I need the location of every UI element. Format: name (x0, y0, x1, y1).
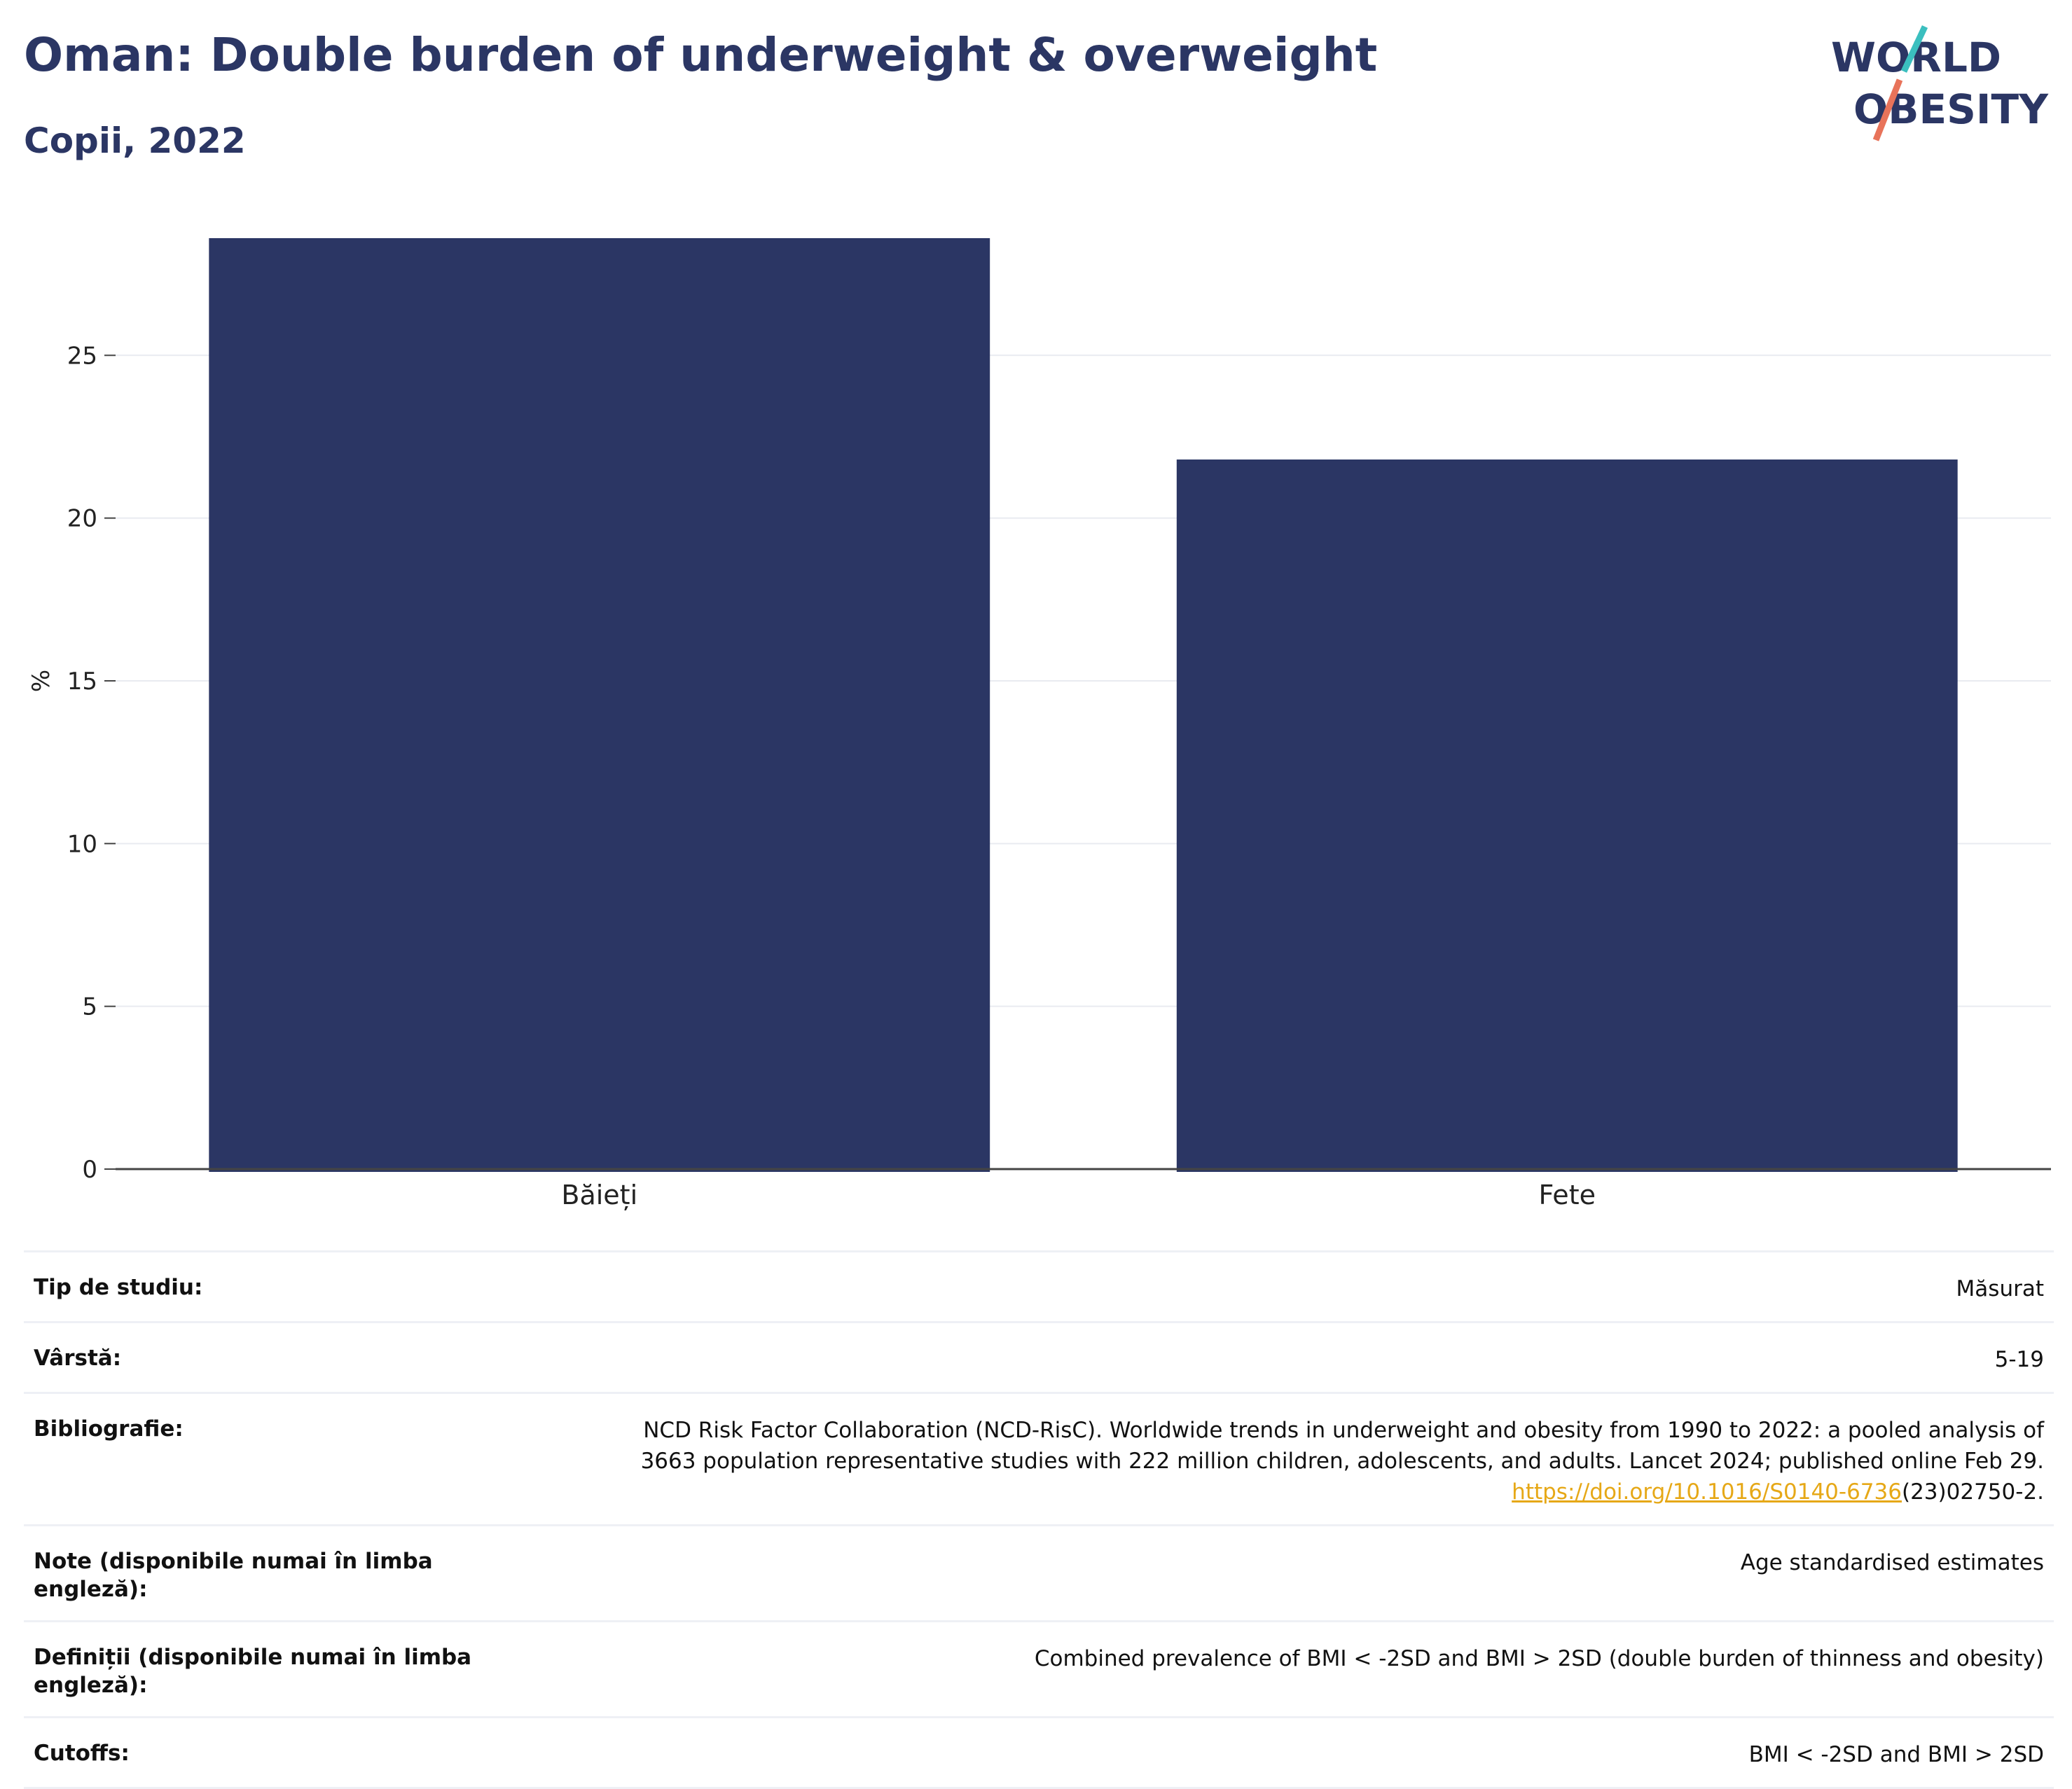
info-row: Bibliografie: NCD Risk Factor Collaborati… (24, 1392, 2054, 1524)
x-tick-label: Băieți (561, 1180, 637, 1210)
y-axis-label: % (27, 670, 55, 692)
info-label: Tip de studiu: (34, 1275, 203, 1300)
info-value-line: NCD Risk Factor Collaboration (NCD-RisC)… (643, 1418, 2044, 1443)
info-row: Vârstă: 5-19 (24, 1321, 2054, 1392)
info-label: Bibliografie: (34, 1416, 184, 1442)
x-tick-labels: Băieți Fete (561, 1180, 1596, 1210)
info-row: Note (disponibile numai în limba engleză… (24, 1524, 2054, 1620)
chart-title: Oman: Double burden of underweight & ove… (24, 28, 1378, 82)
world-obesity-logo: WORLD OBESITY (1831, 25, 2049, 141)
y-tick-label: 0 (82, 1156, 97, 1184)
info-value: Măsurat (1956, 1276, 2044, 1301)
y-tick-label: 10 (67, 830, 97, 858)
bar-chart: 0 5 10 15 20 25 Băieți Fete % (27, 238, 2051, 1210)
doi-suffix: (23)02750-2. (1901, 1479, 2044, 1505)
info-value: 5-19 (1994, 1347, 2044, 1372)
info-row: Definiții (disponibile numai în limba en… (24, 1620, 2054, 1716)
info-value-line: 3663 population representative studies w… (640, 1449, 2044, 1474)
info-value-line: https://doi.org/10.1016/S0140-6736(23)02… (641, 1477, 2044, 1507)
info-value: Combined prevalence of BMI < -2SD and BM… (1034, 1646, 2044, 1671)
bar-1[interactable] (1176, 459, 1958, 1172)
bar-0[interactable] (209, 238, 990, 1172)
info-label: Definiții (disponibile numai în limba en… (34, 1645, 472, 1698)
bars (209, 238, 1958, 1172)
y-tick-label: 20 (67, 505, 97, 533)
logo-slash-teal (1900, 25, 1928, 73)
info-label: Note (disponibile numai în limba engleză… (34, 1549, 433, 1602)
info-value: BMI < -2SD and BMI > 2SD (1748, 1742, 2044, 1767)
y-tick-label: 25 (67, 342, 97, 370)
info-value: Age standardised estimates (1740, 1550, 2044, 1575)
y-tick-label: 15 (67, 668, 97, 696)
info-value: NCD Risk Factor Collaboration (NCD-RisC)… (641, 1415, 2044, 1507)
doi-link[interactable]: https://doi.org/10.1016/S0140-6736 (1512, 1479, 1902, 1505)
x-tick-label: Fete (1539, 1180, 1596, 1210)
info-row: Tip de studiu: Măsurat (24, 1250, 2054, 1321)
y-tick-label: 5 (82, 993, 97, 1021)
chart-subtitle: Copii, 2022 (24, 120, 246, 161)
logo-slash-coral (1872, 78, 1903, 141)
info-table: Tip de studiu: Măsurat Vârstă: 5-19 Bibliogr… (24, 1250, 2054, 1789)
info-label: Vârstă: (34, 1346, 122, 1371)
info-label: Cutoffs: (34, 1741, 130, 1766)
y-tick-labels: 0 5 10 15 20 25 (67, 342, 116, 1184)
info-row: Cutoffs: BMI < -2SD and BMI > 2SD (24, 1716, 2054, 1789)
